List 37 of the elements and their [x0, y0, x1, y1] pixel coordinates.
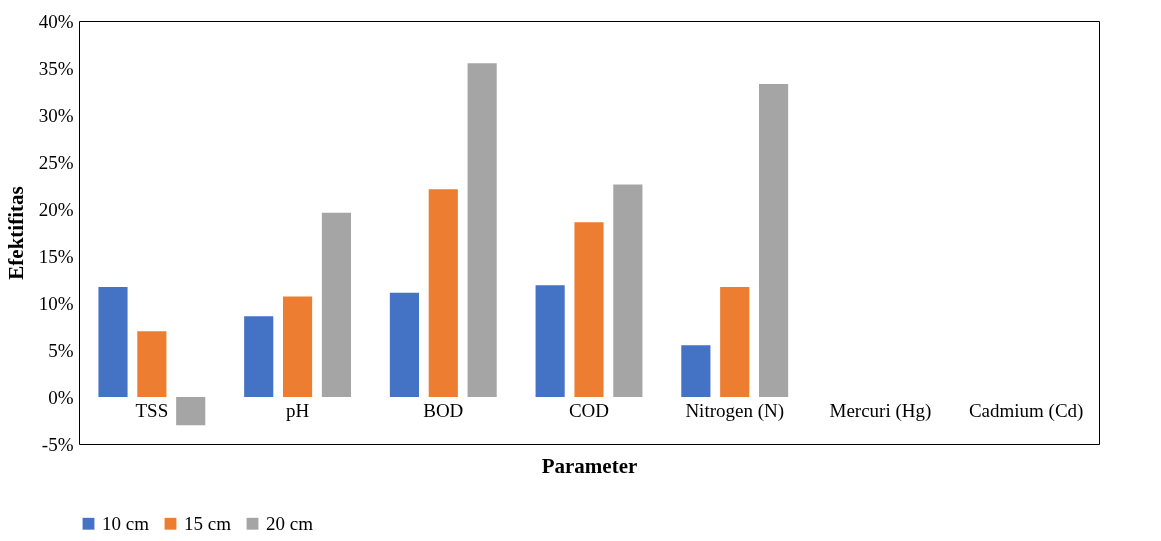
bar — [176, 397, 206, 426]
y-tick-label: -5% — [41, 433, 74, 455]
legend-label: 10 cm — [102, 512, 150, 534]
y-tick-label: 30% — [38, 104, 74, 126]
x-tick-label: Cadmium (Cd) — [968, 399, 1084, 422]
x-tick-label: COD — [568, 399, 610, 421]
bar — [321, 212, 351, 397]
bar — [428, 189, 458, 397]
bar — [720, 287, 750, 397]
bar — [137, 331, 167, 397]
legend-label: 15 cm — [184, 512, 232, 534]
x-tick-label: TSS — [135, 399, 169, 421]
bar — [759, 83, 789, 397]
bar — [283, 296, 313, 397]
y-tick-label: 5% — [48, 339, 74, 361]
y-tick-label: 40% — [38, 10, 74, 32]
bar — [244, 316, 274, 397]
x-axis-title: Parameter — [541, 453, 638, 478]
x-tick-label: BOD — [423, 399, 464, 421]
bar — [574, 222, 604, 397]
bar — [535, 285, 565, 397]
y-tick-label: 20% — [38, 198, 74, 220]
x-tick-label: Nitrogen (N) — [685, 399, 785, 422]
x-tick-label: Mercuri (Hg) — [829, 399, 932, 422]
y-tick-label: 0% — [48, 386, 74, 408]
bar — [98, 287, 128, 397]
y-tick-label: 35% — [38, 57, 74, 79]
y-axis-title: Efektifitas — [3, 186, 28, 280]
bar — [467, 63, 497, 397]
bar — [389, 292, 419, 397]
y-tick-label: 15% — [38, 245, 74, 267]
x-tick-label: pH — [285, 399, 310, 421]
y-tick-label: 25% — [38, 151, 74, 173]
bar — [613, 184, 643, 397]
bar — [681, 345, 711, 397]
legend-label: 20 cm — [266, 512, 314, 534]
y-tick-label: 10% — [38, 292, 74, 314]
